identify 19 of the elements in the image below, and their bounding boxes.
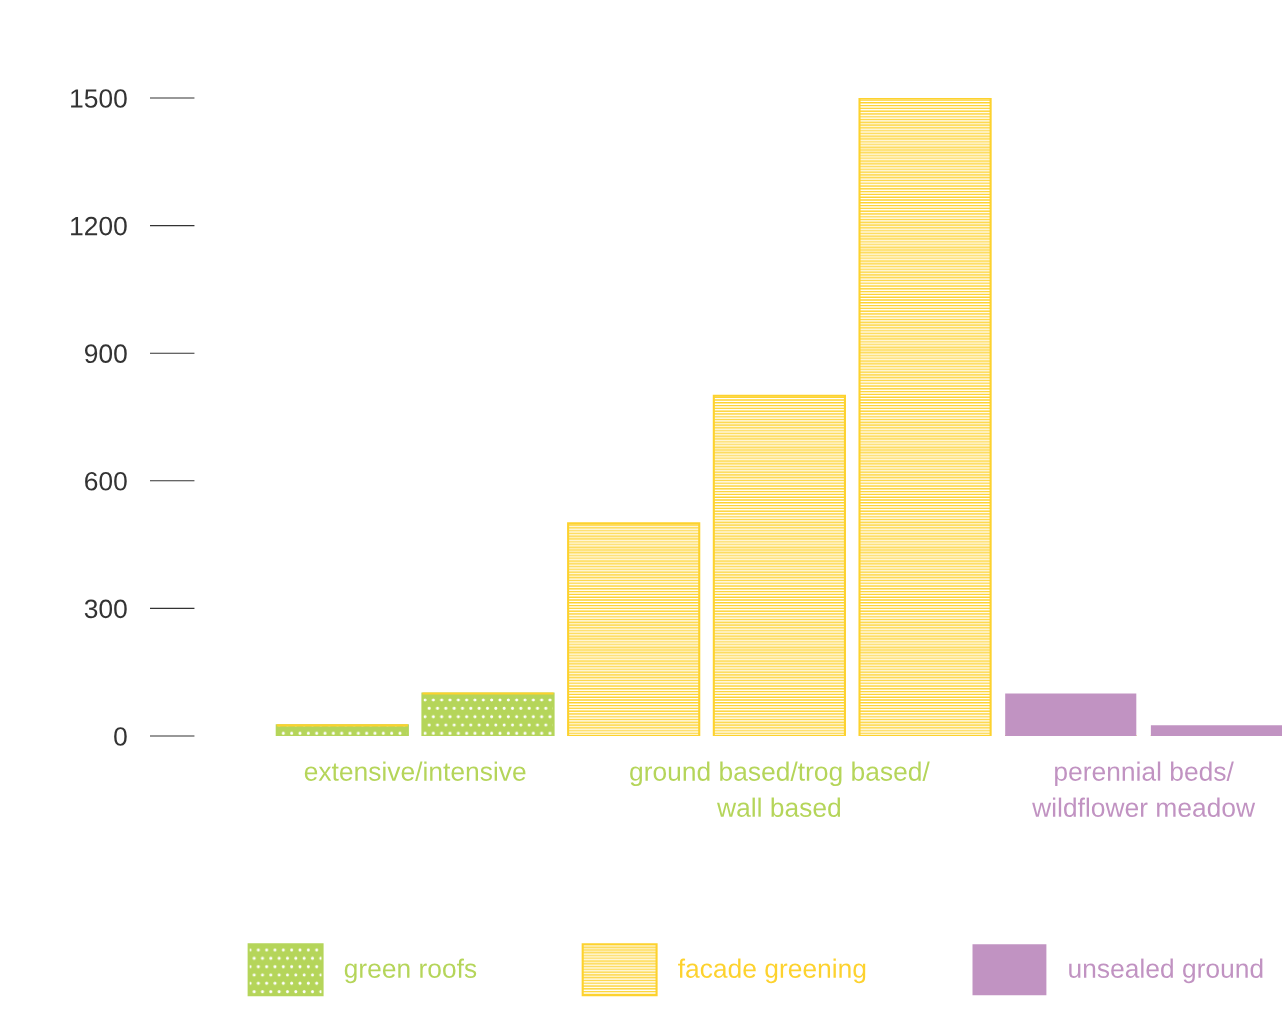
y-tick-label: 300 — [84, 599, 127, 619]
text: ground based/trog based/ wall based — [630, 761, 930, 817]
bar — [858, 98, 992, 736]
y-tick-label: 0 — [114, 727, 127, 746]
text: extensive/intensive — [304, 761, 526, 781]
legend-label: green roofs — [344, 958, 477, 984]
y-tick-label: 600 — [85, 471, 127, 491]
text: perennial beds/ wildflower meadow — [1032, 761, 1256, 817]
y-tick-label: 900 — [84, 344, 127, 364]
bar — [421, 692, 555, 736]
bar — [275, 724, 409, 736]
y-tick-label: 1500 — [71, 89, 127, 108]
bar — [712, 394, 846, 736]
bar — [1005, 693, 1137, 736]
legend-label: facade greening — [678, 958, 866, 984]
y-tick-label: 1200 — [71, 216, 127, 236]
bar — [567, 522, 701, 736]
legend-label: unsealed ground — [1069, 958, 1263, 984]
bar — [1150, 725, 1282, 736]
